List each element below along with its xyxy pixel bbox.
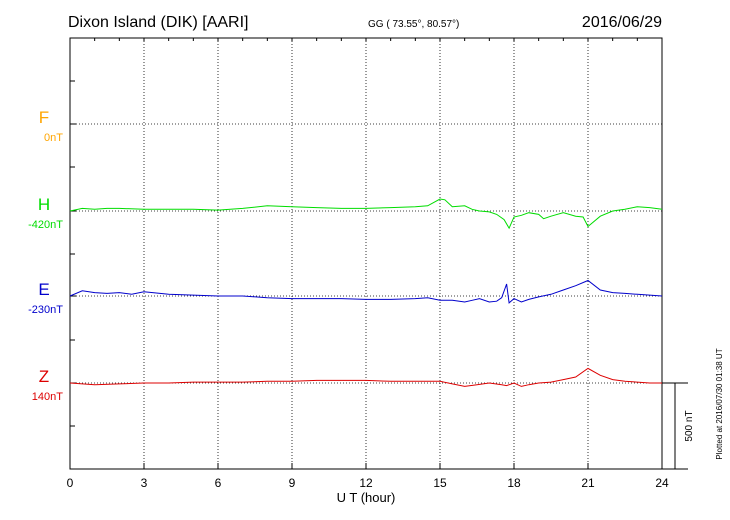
- x-tick-label: 24: [655, 476, 669, 490]
- coordinates-label: GG ( 73.55°, 80.57°): [368, 19, 459, 30]
- x-tick-label: 21: [581, 476, 595, 490]
- date-label: 2016/06/29: [582, 14, 662, 31]
- series-name-z: Z: [39, 367, 49, 386]
- series-baseline-h: -420nT: [28, 219, 63, 231]
- x-tick-label: 9: [289, 476, 296, 490]
- x-tick-label: 6: [215, 476, 222, 490]
- x-tick-label: 0: [67, 476, 74, 490]
- series-baseline-e: -230nT: [28, 304, 63, 316]
- plotted-timestamp: Plotted at 2016/07/30 01:38 UT: [715, 348, 724, 459]
- x-axis: 0 3 6 9 12 15 18 21 24: [67, 38, 669, 490]
- series-name-h: H: [38, 195, 50, 214]
- series-name-f: F: [39, 108, 49, 127]
- x-tick-label: 12: [359, 476, 373, 490]
- series-line-h: [69, 198, 663, 230]
- x-tick-label: 15: [433, 476, 447, 490]
- series-name-e: E: [38, 280, 49, 299]
- series-baseline-z: 140nT: [32, 391, 63, 403]
- scale-bar: 500 nT: [662, 382, 695, 470]
- series-baseline-f: 0nT: [44, 132, 63, 144]
- x-axis-title: U T (hour): [337, 490, 396, 505]
- series-line-e: [69, 279, 663, 304]
- x-tick-label: 3: [141, 476, 148, 490]
- series-lines: [69, 198, 663, 387]
- station-title: Dixon Island (DIK) [AARI]: [68, 14, 249, 31]
- x-tick-label: 18: [507, 476, 521, 490]
- scale-bar-label: 500 nT: [684, 410, 695, 441]
- series-labels: F 0nT H -420nT E -230nT Z 140nT: [28, 108, 63, 403]
- grid-lines: [70, 38, 662, 469]
- series-line-z: [69, 367, 662, 387]
